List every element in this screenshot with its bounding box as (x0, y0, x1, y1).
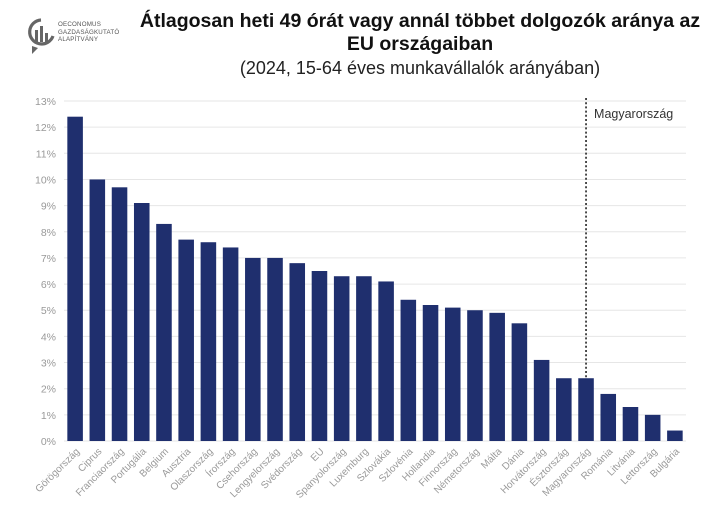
bar (622, 407, 639, 441)
y-tick-label: 12% (35, 122, 56, 134)
oeconomus-logo-icon (28, 18, 55, 54)
chart-subtitle: (2024, 15-64 éves munkavállalók arányába… (239, 58, 601, 78)
bar (489, 312, 505, 441)
y-tick-label: 0% (41, 436, 56, 448)
bar (311, 271, 328, 441)
bar (356, 276, 372, 441)
bar (333, 276, 350, 441)
logo: OECONOMUS GAZDASÁGKUTATÓ ALAPÍTVÁNY (26, 16, 119, 56)
bar (378, 281, 394, 441)
bar (644, 414, 661, 441)
annotation-label: Magyarország (594, 107, 673, 121)
bar (222, 247, 239, 441)
bar (400, 299, 417, 441)
bar (467, 310, 483, 441)
x-tick-label: EU (309, 446, 327, 464)
chart-title: Átlagosan heti 49 órát vagy annál többet… (130, 10, 710, 56)
bar (444, 307, 461, 441)
bar (556, 378, 572, 441)
bar (667, 430, 683, 441)
bar (511, 323, 528, 441)
y-tick-label: 5% (41, 305, 56, 317)
chart-title-line-2: EU országaiban (346, 33, 494, 55)
y-tick-label: 1% (41, 410, 56, 422)
bar (133, 203, 150, 441)
y-tick-label: 11% (36, 148, 56, 160)
logo-line-3: ALAPÍTVÁNY (58, 36, 99, 44)
y-tick-label: 13% (35, 96, 56, 108)
logo-line-2: GAZDASÁGKUTATÓ (58, 28, 120, 36)
bar (89, 179, 106, 441)
bar (111, 187, 128, 441)
bar (600, 393, 617, 441)
bar (178, 239, 194, 441)
bar (245, 257, 261, 441)
x-tick-label: Málta (479, 446, 504, 471)
bar (422, 305, 439, 441)
y-tick-label: 4% (41, 331, 56, 343)
bar (533, 359, 550, 441)
y-tick-label: 2% (41, 384, 56, 396)
x-tick-label: Görögország (34, 446, 83, 495)
y-tick-label: 6% (41, 279, 56, 291)
logo-line-1: OECONOMUS (58, 21, 102, 28)
bar (200, 242, 217, 441)
bar (578, 378, 594, 441)
y-tick-label: 8% (41, 227, 56, 239)
bar (289, 263, 306, 441)
bar (156, 223, 172, 441)
logo-text: OECONOMUS GAZDASÁGKUTATÓ ALAPÍTVÁNY (58, 21, 119, 44)
bar (67, 116, 83, 441)
y-tick-label: 9% (41, 201, 56, 213)
chart-title-line-1: Átlagosan heti 49 órát vagy annál többet… (139, 10, 701, 32)
bar (267, 257, 283, 441)
y-tick-label: 10% (35, 174, 56, 186)
y-tick-label: 3% (41, 358, 56, 370)
y-tick-label: 7% (41, 253, 56, 265)
